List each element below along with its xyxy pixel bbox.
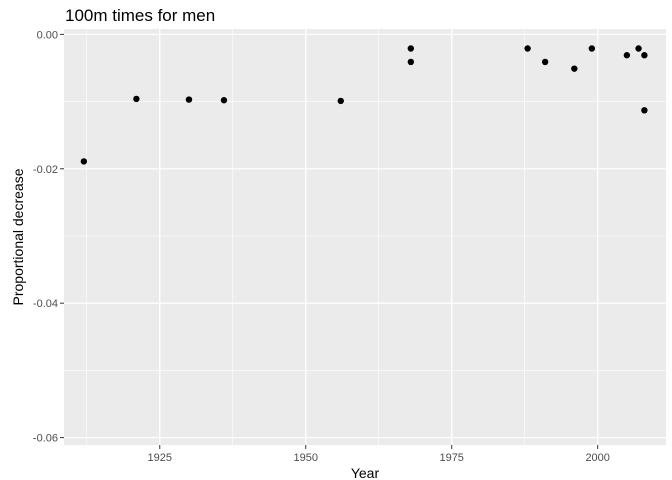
x-tick-label: 1975 <box>439 452 463 464</box>
data-point <box>641 107 648 114</box>
x-tick-label: 2000 <box>585 452 609 464</box>
y-tick-label: -0.06 <box>33 433 58 445</box>
y-axis-title: Proportional decrease <box>10 168 26 305</box>
data-point <box>635 45 642 52</box>
x-tick-label: 1925 <box>148 452 172 464</box>
data-point <box>541 58 549 66</box>
x-axis-title: Year <box>351 465 380 480</box>
major-gridlines <box>64 29 666 445</box>
y-tick-label: -0.02 <box>33 164 58 176</box>
y-axis: 0.00 -0.02 -0.04 -0.06 <box>33 29 64 445</box>
data-point <box>588 45 596 52</box>
data-point <box>80 158 88 165</box>
data-points <box>80 45 648 165</box>
x-axis: 1925 1950 1975 2000 <box>148 445 610 464</box>
x-tick-label: 1950 <box>293 452 317 464</box>
plot-panel <box>64 29 666 445</box>
chart-title: 100m times for men <box>65 6 215 25</box>
data-point <box>407 58 415 66</box>
data-point <box>133 95 140 103</box>
data-point <box>220 97 228 104</box>
data-point <box>571 65 578 72</box>
data-point <box>623 52 631 59</box>
data-point <box>337 97 344 105</box>
y-tick-label: 0.00 <box>37 29 58 41</box>
y-tick-label: -0.04 <box>33 298 58 310</box>
data-point <box>407 45 415 52</box>
minor-gridlines <box>64 29 666 445</box>
data-point <box>185 96 193 103</box>
data-point <box>641 52 648 59</box>
data-point <box>524 45 531 52</box>
